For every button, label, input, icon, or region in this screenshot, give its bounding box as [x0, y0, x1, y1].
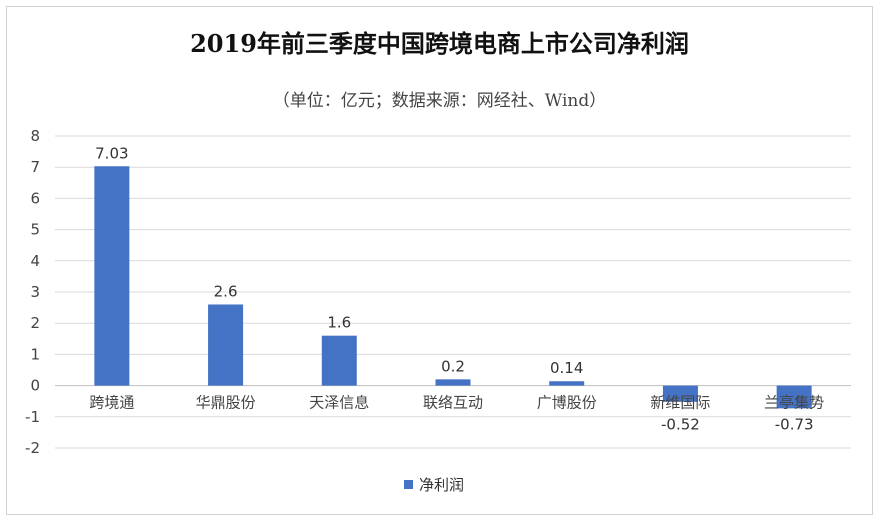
y-tick-label: 0	[30, 377, 40, 395]
chart-subtitle: （单位：亿元；数据来源：网经社、Wind）	[272, 91, 607, 111]
data-label: 7.03	[95, 144, 128, 162]
x-tick-label: 天泽信息	[309, 394, 369, 412]
y-tick-label: 7	[30, 158, 40, 176]
bar	[549, 381, 585, 386]
x-tick-label: 兰亭集势	[764, 394, 824, 412]
y-tick-label: 8	[30, 127, 40, 145]
chart-legend: 净利润	[404, 474, 464, 495]
bar	[208, 304, 244, 386]
x-tick-label: 联络互动	[423, 394, 483, 412]
y-tick-label: -2	[25, 439, 40, 457]
bar	[776, 385, 812, 409]
x-tick-label: 跨境通	[89, 394, 134, 412]
x-tick-label: 新维国际	[650, 394, 710, 412]
chart-title: 2019年前三季度中国跨境电商上市公司净利润	[190, 29, 689, 58]
bar	[321, 335, 357, 386]
legend-swatch	[404, 480, 413, 489]
data-label: 0.2	[441, 357, 465, 375]
y-tick-label: 6	[30, 189, 40, 207]
y-tick-label: 3	[30, 283, 40, 301]
x-tick-label: 华鼎股份	[196, 394, 256, 412]
data-label: -0.73	[775, 416, 814, 434]
data-label: 1.6	[327, 314, 351, 332]
bar	[94, 166, 130, 386]
data-label: 2.6	[214, 282, 238, 300]
y-tick-label: 2	[30, 314, 40, 332]
bar	[662, 385, 698, 402]
y-tick-label: -1	[25, 408, 40, 426]
x-tick-label: 广博股份	[537, 394, 597, 412]
data-label: 0.14	[550, 359, 583, 377]
y-tick-label: 4	[30, 252, 40, 270]
y-tick-label: 1	[30, 345, 40, 363]
data-label: -0.52	[661, 416, 700, 434]
y-tick-label: 5	[30, 221, 40, 239]
legend-label: 净利润	[419, 476, 465, 494]
bar	[435, 379, 471, 386]
